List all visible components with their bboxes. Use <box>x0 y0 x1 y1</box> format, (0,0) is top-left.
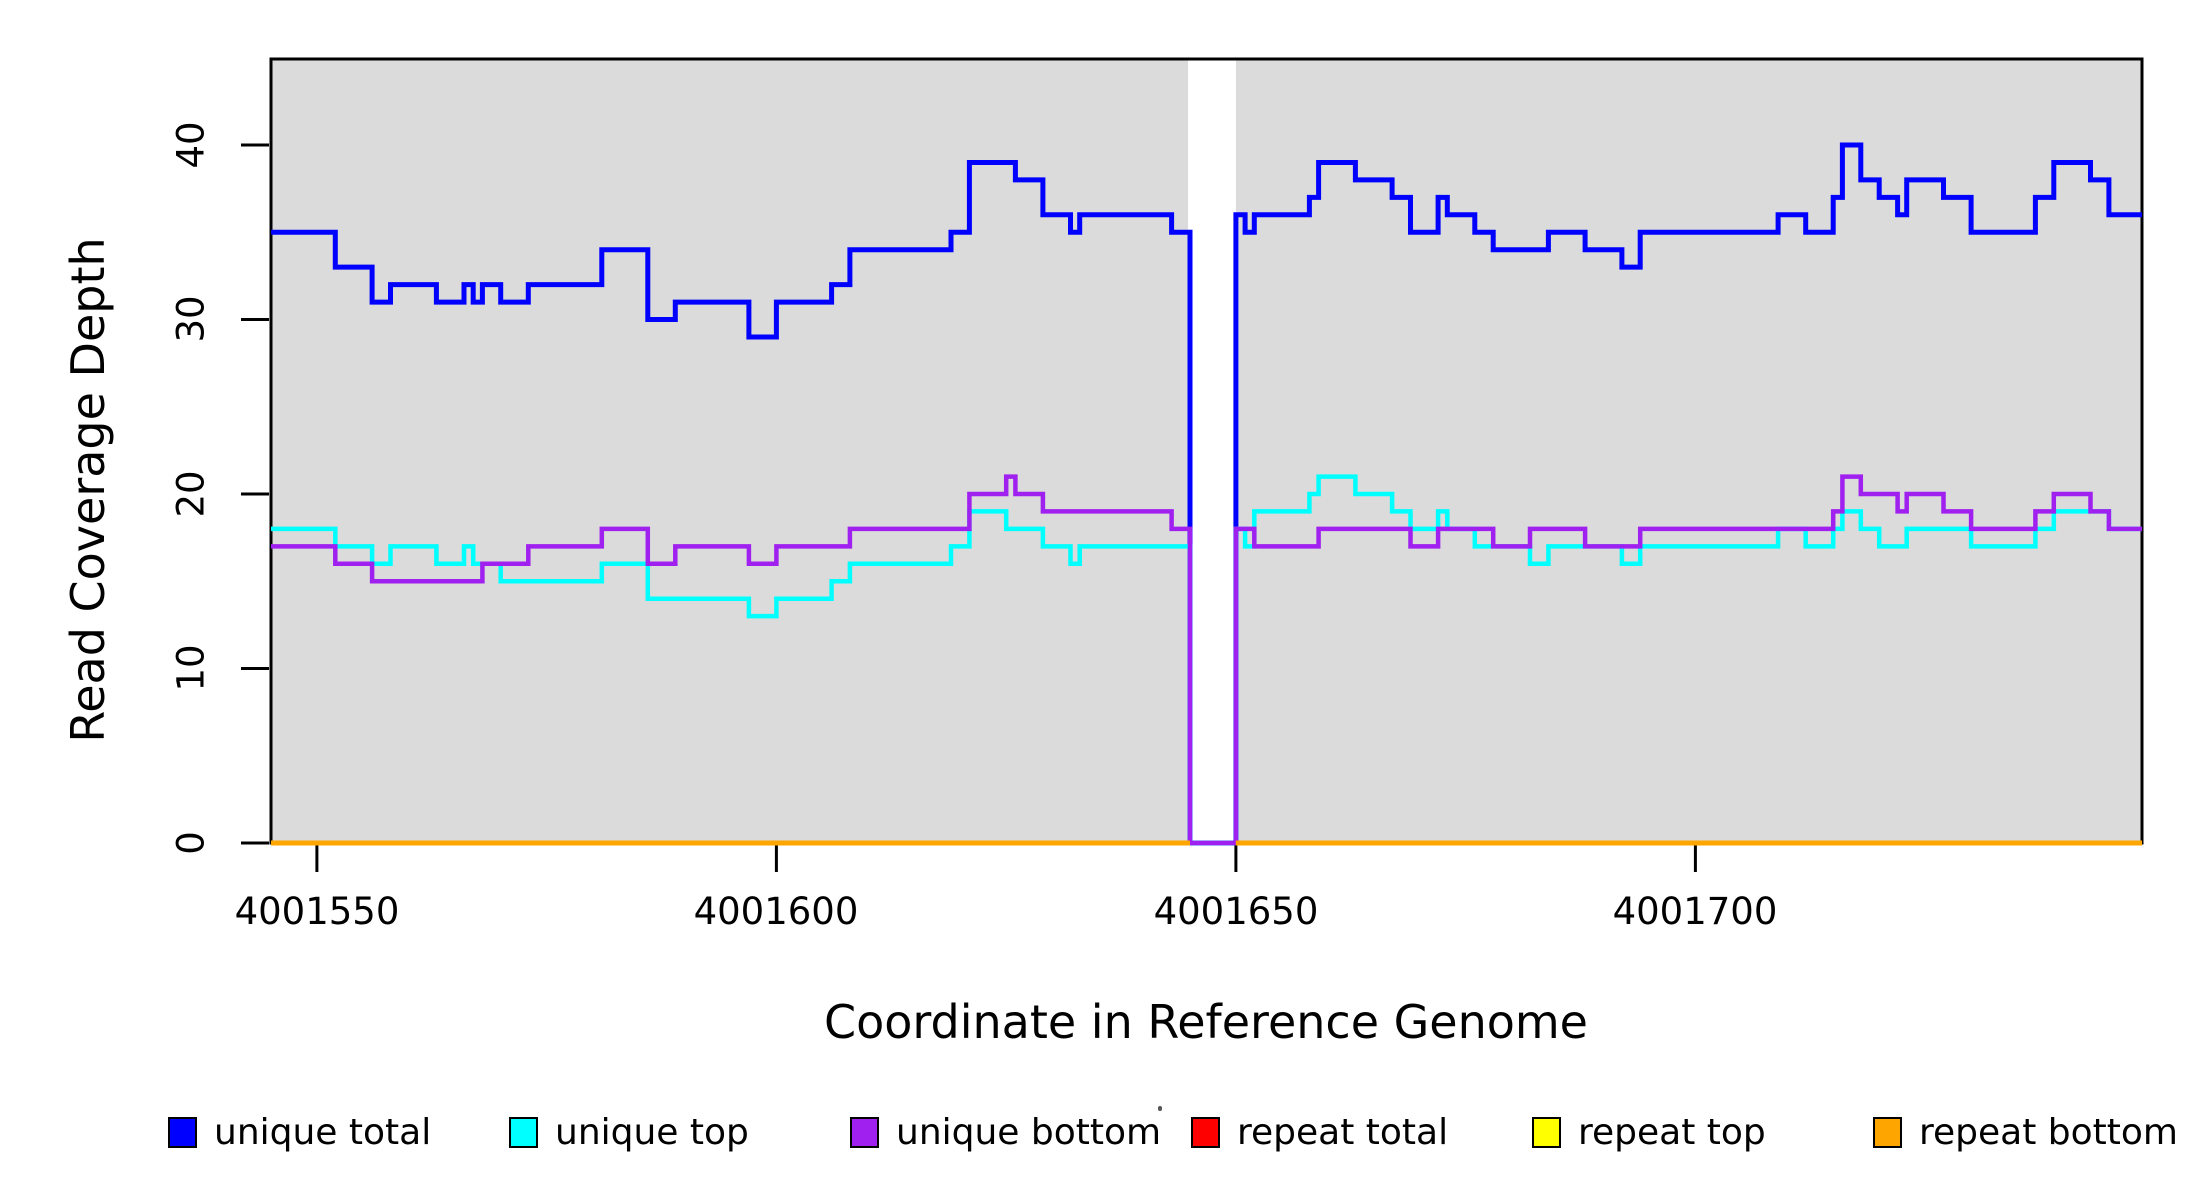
legend-item: unique top <box>509 1111 749 1153</box>
legend-item: unique total <box>168 1111 432 1153</box>
repeat-bottom-swatch-icon <box>1873 1116 1902 1148</box>
legend-label: repeat bottom <box>1919 1111 2178 1153</box>
x-tick-label: 4001550 <box>234 890 400 933</box>
legend-label: unique bottom <box>896 1111 1162 1153</box>
legend-item: repeat total <box>1191 1111 1449 1153</box>
legend-item: repeat top <box>1532 1111 1766 1153</box>
y-axis-title: Read Coverage Depth <box>61 237 115 743</box>
y-tick-label: 0 <box>169 831 213 855</box>
legend-label: repeat total <box>1237 1111 1449 1153</box>
legend-item: unique bottom <box>850 1111 1162 1153</box>
y-tick-label: 10 <box>169 644 213 692</box>
legend-label: unique total <box>214 1111 432 1153</box>
y-tick-label: 20 <box>169 470 213 518</box>
x-tick-label: 4001650 <box>1153 890 1319 933</box>
legend-label: unique top <box>555 1111 749 1153</box>
stray-dot-artifact <box>1158 1106 1162 1111</box>
legend-label: repeat top <box>1578 1111 1766 1153</box>
x-tick-label: 4001600 <box>693 890 859 933</box>
x-axis-title: Coordinate in Reference Genome <box>824 995 1588 1049</box>
repeat-total-swatch-icon <box>1191 1116 1220 1148</box>
legend-item: repeat bottom <box>1873 1111 2178 1153</box>
unique-total-swatch-icon <box>168 1116 197 1148</box>
repeat-top-swatch-icon <box>1532 1116 1561 1148</box>
y-tick-label: 30 <box>169 295 213 343</box>
y-tick-label: 40 <box>169 121 213 169</box>
x-tick-label: 4001700 <box>1612 890 1778 933</box>
unique-top-swatch-icon <box>509 1116 538 1148</box>
unique-bottom-swatch-icon <box>850 1116 879 1148</box>
